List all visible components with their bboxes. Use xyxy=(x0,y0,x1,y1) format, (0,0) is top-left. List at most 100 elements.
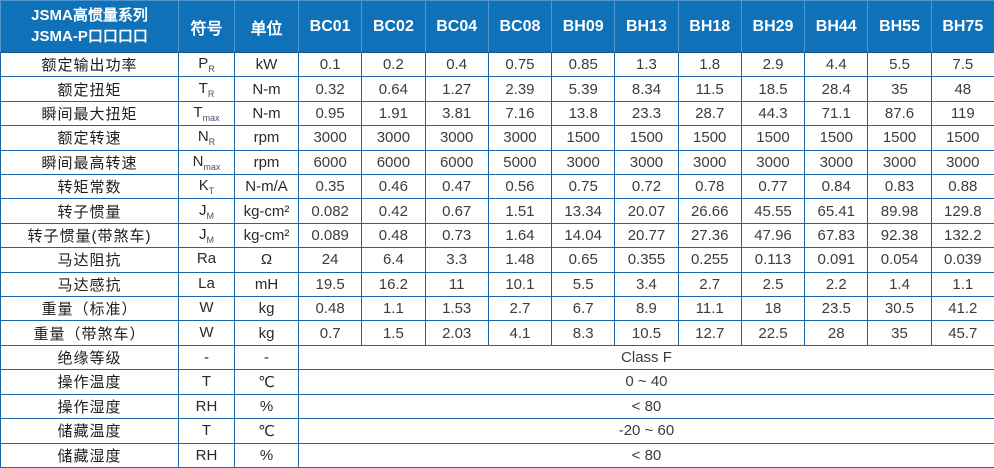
value-cell: 4.4 xyxy=(804,51,869,78)
value-cell: 0.7 xyxy=(297,320,363,346)
value-cell: 0.95 xyxy=(297,100,363,127)
row-symbol: T xyxy=(178,418,235,444)
value-cell: 1500 xyxy=(614,125,679,151)
column-header-model-bc04: BC04 xyxy=(424,0,489,53)
value-cell: 11 xyxy=(424,271,489,298)
value-cell: 0.113 xyxy=(740,247,806,273)
symbol-subscript: M xyxy=(206,235,215,246)
symbol-base: P xyxy=(198,55,209,73)
row-unit: kg-cm² xyxy=(234,198,299,224)
spec-row: 额定输出功率 PR kW 0.1 0.2 0.4 0.75 0.85 1.3 1.8 2.9 4.4 5… xyxy=(0,51,994,78)
row-unit: kg-cm² xyxy=(234,222,299,249)
symbol-base: N xyxy=(197,128,209,146)
value-cell: 0.082 xyxy=(297,198,363,224)
value-cell: 5.5 xyxy=(867,51,932,78)
symbol-base: Ra xyxy=(196,250,217,268)
value-cell: 35 xyxy=(867,76,932,102)
value-cell: 0.64 xyxy=(361,76,426,102)
row-label: 重量（标准） xyxy=(0,296,179,322)
value-cell: 1.1 xyxy=(361,296,426,322)
table-title: JSMA高惯量系列 JSMA-P口口口口 xyxy=(0,0,179,53)
value-cell: 0.42 xyxy=(361,198,426,224)
value-cell: 0.4 xyxy=(424,51,489,78)
env-row: 储藏湿度 RH% < 80 xyxy=(0,442,994,468)
row-label: 转子惯量 xyxy=(0,198,179,224)
value-cell: 12.7 xyxy=(677,320,742,346)
value-cell: 1500 xyxy=(930,125,994,151)
value-cell: 92.38 xyxy=(867,222,932,249)
value-cell: 0.65 xyxy=(551,247,616,273)
value-cell: 11.1 xyxy=(677,296,742,322)
column-header-symbol: 符号 xyxy=(178,0,235,53)
value-cell: 0.48 xyxy=(361,222,426,249)
value-cell: 65.41 xyxy=(804,198,869,224)
spec-row: 转子惯量(带煞车) JM kg-cm² 0.089 0.48 0.73 1.64 14.04 2… xyxy=(0,222,994,249)
value-cell: 89.98 xyxy=(867,198,932,224)
value-cell: 0.2 xyxy=(361,51,426,78)
row-symbol: Ra xyxy=(178,247,235,273)
value-cell: 44.3 xyxy=(740,100,806,127)
value-cell: 3000 xyxy=(867,149,932,176)
row-symbol: JM xyxy=(178,198,235,224)
row-unit: N-m/A xyxy=(234,174,299,200)
column-header-unit: 单位 xyxy=(234,0,299,53)
value-cell: 129.8 xyxy=(930,198,994,224)
column-header-model-bc02: BC02 xyxy=(361,0,426,53)
value-cell: 0.85 xyxy=(551,51,616,78)
value-cell: 0.78 xyxy=(677,174,742,200)
value-cell: 1.91 xyxy=(361,100,426,127)
value-cell: 3000 xyxy=(677,149,742,176)
value-cell: 2.7 xyxy=(677,271,742,298)
row-label: 瞬间最高转速 xyxy=(0,149,179,176)
value-cell: 0.75 xyxy=(487,51,553,78)
env-row: 绝缘等级 - - Class F xyxy=(0,344,994,371)
row-symbol: - xyxy=(178,344,235,371)
row-unit: kg xyxy=(234,296,299,322)
column-header-model-bh55: BH55 xyxy=(867,0,932,53)
value-cell: 13.8 xyxy=(551,100,616,127)
value-cell: 1.53 xyxy=(424,296,489,322)
row-unit: N-m xyxy=(234,100,299,127)
row-symbol: Tmax xyxy=(178,100,235,127)
value-cell: 1500 xyxy=(740,125,806,151)
value-cell: 0.1 xyxy=(297,51,363,78)
row-symbol: JM xyxy=(178,222,235,249)
value-cell: 1.5 xyxy=(361,320,426,346)
row-unit: N-m xyxy=(234,76,299,102)
value-cell: 28 xyxy=(804,320,869,346)
value-cell: 0.77 xyxy=(740,174,806,200)
value-cell: 1500 xyxy=(677,125,742,151)
symbol-subscript: max xyxy=(202,113,220,124)
value-cell: 0.054 xyxy=(867,247,932,273)
row-symbol: NR xyxy=(178,125,235,151)
value-cell: 3000 xyxy=(424,125,489,151)
column-header-model-bh29: BH29 xyxy=(740,0,806,53)
env-row: 操作温度 T ℃ 0 ~ 40 xyxy=(0,369,994,395)
value-cell: 45.55 xyxy=(740,198,806,224)
value-cell: 26.66 xyxy=(677,198,742,224)
value-cell: 47.96 xyxy=(740,222,806,249)
row-symbol: W xyxy=(178,320,235,346)
symbol-base: T xyxy=(198,79,208,97)
value-cell: 6000 xyxy=(297,149,363,176)
value-cell: 119 xyxy=(930,100,994,127)
value-cell: 0.089 xyxy=(297,222,363,249)
column-header-model-bh09: BH09 xyxy=(551,0,616,53)
value-cell: 1.3 xyxy=(614,51,679,78)
table-title-line1: JSMA高惯量系列 xyxy=(31,7,148,25)
value-cell: 5.5 xyxy=(551,271,616,298)
symbol-base: W xyxy=(199,323,214,341)
row-label: 瞬间最大扭矩 xyxy=(0,100,179,127)
value-cell: 19.5 xyxy=(297,271,363,298)
value-cell: 3.4 xyxy=(614,271,679,298)
value-cell: 22.5 xyxy=(740,320,806,346)
value-cell: 11.5 xyxy=(677,76,742,102)
row-symbol: KT xyxy=(178,174,235,200)
row-symbol: Nmax xyxy=(178,149,235,176)
value-cell: 0.67 xyxy=(424,198,489,224)
value-cell: 1.48 xyxy=(487,247,553,273)
merged-value-cell: Class F xyxy=(298,344,994,371)
spec-row: 马达感抗 La mH 19.5 16.2 11 10.1 5.5 3.4 2.7 2.5 2.2 1.4… xyxy=(0,271,994,298)
